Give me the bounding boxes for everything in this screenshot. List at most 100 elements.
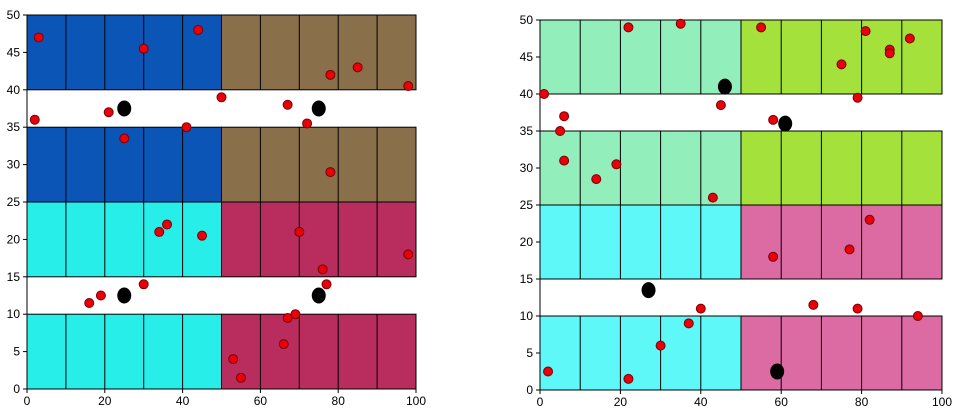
red-point (321, 279, 332, 290)
black-point (311, 287, 326, 304)
x-tick-label: 80 (332, 394, 346, 408)
y-tick-label: 40 (520, 87, 534, 101)
region-border (740, 19, 943, 95)
red-point (352, 62, 363, 73)
red-point (555, 126, 566, 136)
region-block (27, 314, 222, 389)
x-tick-label: 100 (932, 395, 952, 409)
red-point (325, 167, 336, 178)
black-point (770, 363, 785, 380)
region-block (540, 205, 741, 279)
red-point (683, 318, 694, 329)
region-block (540, 131, 741, 205)
red-point (317, 264, 328, 275)
red-point (294, 226, 305, 237)
red-point (695, 303, 706, 314)
red-point (884, 48, 895, 59)
red-point (278, 339, 289, 350)
red-point (623, 22, 634, 33)
region-block (741, 20, 942, 94)
red-point (539, 89, 550, 99)
red-point (852, 303, 863, 314)
y-tick-label: 35 (520, 124, 534, 138)
red-point (904, 33, 915, 44)
red-point (193, 24, 204, 35)
red-point (756, 22, 767, 33)
y-tick-label: 40 (7, 83, 21, 97)
y-tick-label: 20 (520, 235, 534, 249)
red-point (197, 230, 208, 241)
y-tick-label: 45 (7, 45, 21, 59)
red-point (675, 18, 686, 29)
y-tick-label: 25 (520, 198, 534, 212)
red-point (181, 122, 192, 133)
black-point (778, 115, 793, 132)
black-point (641, 282, 656, 299)
red-point (852, 92, 863, 103)
x-tick-label: 0 (537, 395, 544, 409)
y-tick-label: 50 (520, 13, 534, 27)
red-point (715, 100, 726, 111)
red-point (543, 366, 554, 377)
red-point (29, 114, 40, 125)
x-tick-label: 20 (98, 394, 112, 408)
x-tick-label: 80 (855, 395, 869, 409)
red-point (162, 219, 173, 230)
y-tick-label: 30 (520, 161, 534, 175)
red-point (808, 299, 819, 310)
red-point (655, 340, 666, 351)
y-tick-label: 0 (526, 383, 533, 397)
red-point (559, 111, 570, 122)
x-tick-label: 40 (694, 395, 708, 409)
red-point (282, 99, 293, 110)
black-point (311, 100, 326, 117)
x-tick-label: 20 (614, 395, 628, 409)
red-point (707, 192, 718, 203)
y-tick-label: 30 (7, 158, 21, 172)
x-tick-label: 40 (176, 394, 190, 408)
region-block (741, 205, 942, 279)
red-point (864, 214, 875, 225)
black-point (117, 287, 132, 304)
x-tick-label: 60 (254, 394, 268, 408)
red-point (403, 249, 414, 260)
region-border (740, 204, 943, 280)
red-point (403, 81, 414, 92)
black-point (717, 78, 732, 95)
red-point (138, 43, 149, 54)
red-point (611, 159, 622, 170)
red-point (860, 26, 871, 37)
y-tick-label: 0 (13, 382, 20, 396)
red-point (119, 133, 130, 144)
panel-right: 0 20 40 60 80 100 0 5 10 15 20 25 30 35 40 45 50 (520, 13, 953, 409)
red-point (836, 59, 847, 70)
red-point (95, 290, 106, 301)
panel-left: 0 20 40 60 80 100 0 5 10 15 20 25 30 35 40 45 50 (7, 8, 427, 408)
region-border (221, 14, 417, 91)
region-block (221, 15, 416, 90)
red-point (84, 297, 95, 308)
red-point (103, 107, 114, 118)
black-point (117, 100, 132, 117)
red-point (768, 114, 779, 125)
y-tick-label: 5 (13, 345, 20, 359)
red-point (623, 373, 634, 384)
red-point (591, 174, 602, 185)
region-block (221, 202, 416, 277)
region-block (221, 314, 416, 389)
y-tick-label: 10 (520, 309, 534, 323)
y-tick-label: 50 (7, 8, 21, 22)
region-block (741, 316, 942, 390)
y-tick-label: 20 (7, 232, 21, 246)
red-point (912, 311, 923, 321)
y-tick-label: 15 (520, 272, 534, 286)
region-border (221, 201, 417, 278)
y-tick-label: 35 (7, 120, 21, 134)
y-tick-label: 45 (520, 50, 534, 64)
region-block (540, 20, 741, 94)
red-point (154, 226, 165, 237)
region-block (27, 15, 222, 90)
red-point (228, 354, 239, 365)
